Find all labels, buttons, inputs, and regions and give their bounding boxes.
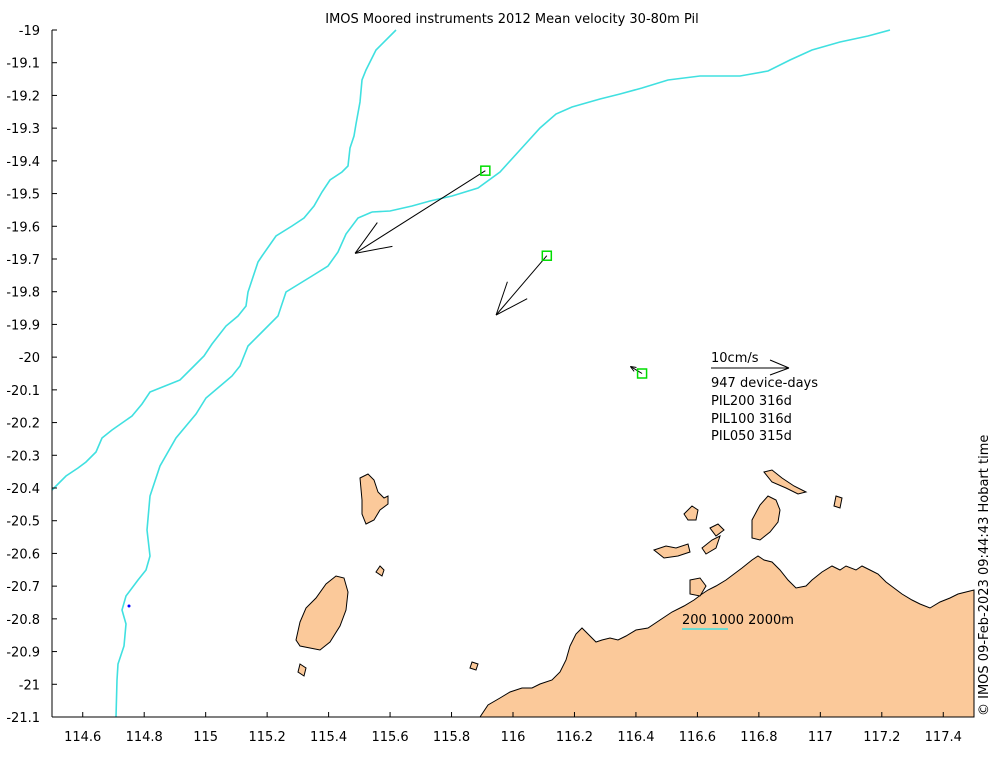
scale-label: 10cm/s (711, 351, 759, 366)
x-tick-label: 115.4 (310, 730, 347, 745)
velocity-arrow-shaft (630, 366, 643, 374)
y-tick-label: -20.2 (6, 417, 40, 432)
mooring-marker (541, 250, 553, 261)
island-small-1 (297, 663, 307, 677)
velocity-arrow-head (630, 365, 637, 368)
island-east-9 (689, 577, 707, 597)
x-tick-label: 116 (501, 730, 526, 745)
y-tick-label: -20.3 (6, 449, 40, 464)
island-east-5 (833, 495, 843, 509)
x-tick-label: 115.6 (371, 730, 408, 745)
y-tick-label: -19.1 (6, 57, 40, 72)
island-east-7 (375, 565, 385, 577)
x-tick-label: 116.6 (679, 730, 716, 745)
x-tick-label: 115 (193, 730, 218, 745)
x-axis-ticks: 114.6 114.8 115 115.2 115.4 115.6 115.8 116 116.… (64, 712, 962, 745)
y-tick-label: -20.5 (6, 515, 40, 530)
y-tick-label: -20.4 (6, 482, 40, 497)
y-tick-label: -20.9 (6, 646, 40, 661)
scale-arrow-head-1 (769, 359, 790, 369)
y-tick-label: -20.1 (6, 384, 40, 399)
scale-arrow-head-2 (769, 367, 790, 376)
x-tick-label: 116.8 (740, 730, 777, 745)
mooring-marker (636, 368, 648, 379)
timestamp-stamp: © IMOS 09-Feb-2023 09:44:43 Hobart time (977, 435, 992, 716)
y-tick-label: -19.2 (6, 89, 40, 104)
island-group-north (359, 473, 389, 525)
velocity-arrow-head (495, 298, 528, 316)
velocity-arrow-shaft (495, 255, 548, 316)
bathymetry-label: 200 1000 2000m (682, 613, 794, 628)
station-label-3: PIL050 315d (711, 429, 792, 444)
reference-dot (127, 604, 131, 608)
y-tick-label: -19.8 (6, 286, 40, 301)
isobath-200m-west (115, 211, 373, 718)
island-east-2 (701, 535, 721, 555)
y-tick-label: -19.4 (6, 155, 40, 170)
velocity-arrow-shaft (354, 170, 486, 254)
y-tick-label: -20.7 (6, 580, 40, 595)
station-label-2: PIL100 316d (711, 412, 792, 427)
island-east-1 (652, 543, 691, 559)
x-tick-label: 115.2 (249, 730, 286, 745)
velocity-arrow-head (629, 366, 635, 372)
island-east-3 (683, 505, 699, 521)
isobath-1000m (51, 29, 397, 491)
mainland-coast (479, 555, 975, 718)
velocity-arrow-head (354, 245, 393, 254)
x-tick-label: 115.8 (433, 730, 470, 745)
x-tick-label: 114.6 (64, 730, 101, 745)
island-east-4 (763, 469, 808, 495)
y-tick-label: -19.3 (6, 122, 40, 137)
x-tick-label: 117 (808, 730, 833, 745)
isobath-200m (371, 29, 891, 213)
peninsula-north (751, 495, 781, 541)
island-east-8 (469, 661, 479, 671)
station-label-1: PIL200 316d (711, 394, 792, 409)
y-tick-label: -19.6 (6, 220, 40, 235)
isobath-layer (51, 29, 891, 718)
velocity-arrow-head (354, 222, 378, 254)
device-days-label: 947 device-days (711, 376, 818, 391)
island-large-west (295, 575, 349, 651)
y-tick-label: -19 (19, 24, 40, 39)
legend: 10cm/s 947 device-days PIL200 316d PIL10… (682, 351, 818, 630)
y-tick-label: -21 (19, 678, 40, 693)
island-east-6 (709, 523, 725, 537)
y-tick-label: -19.9 (6, 318, 40, 333)
y-tick-label: -19.7 (6, 253, 40, 268)
map-title: IMOS Moored instruments 2012 Mean veloci… (325, 12, 699, 27)
y-tick-label: -20.6 (6, 547, 40, 562)
mooring-marker (480, 165, 491, 176)
velocity-arrow-head (495, 281, 508, 316)
mooring-layer (354, 165, 648, 379)
x-tick-label: 117.2 (863, 730, 900, 745)
y-tick-label: -20.8 (6, 613, 40, 628)
x-tick-label: 117.4 (925, 730, 962, 745)
x-tick-label: 114.8 (126, 730, 163, 745)
y-tick-label: -21.1 (6, 711, 40, 726)
land-layer (295, 469, 975, 718)
y-axis-ticks: -19 -19.1 -19.2 -19.3 -19.4 -19.5 -19.6 -19.7 -1… (6, 24, 57, 726)
x-tick-label: 116.2 (556, 730, 593, 745)
y-tick-label: -20 (19, 351, 40, 366)
x-tick-label: 116.4 (617, 730, 654, 745)
y-tick-label: -19.5 (6, 188, 40, 203)
